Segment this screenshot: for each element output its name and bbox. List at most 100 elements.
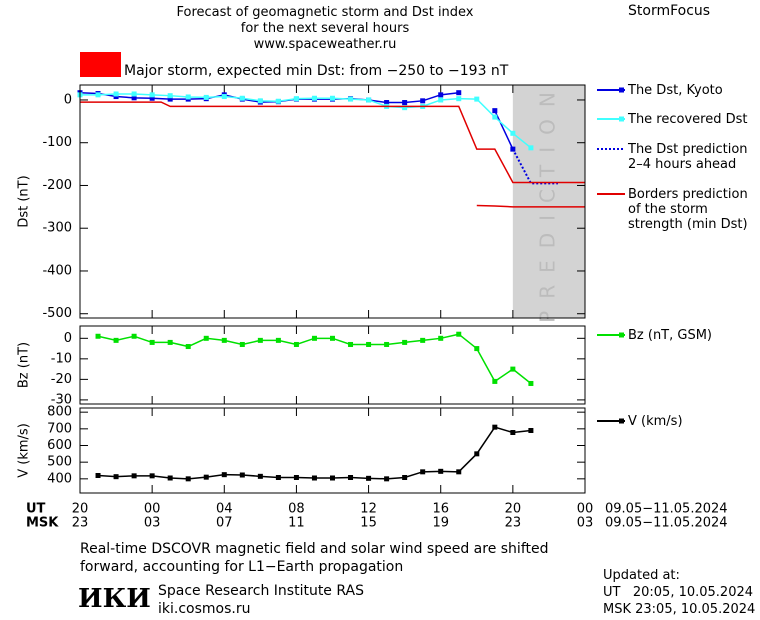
- marker: [239, 472, 245, 478]
- marker: [185, 94, 191, 100]
- x-tick-label-msk: 23: [505, 516, 522, 531]
- ut-range: 09.05−11.05.2024: [605, 502, 728, 517]
- legend-marker: [619, 87, 624, 93]
- marker: [330, 95, 335, 101]
- institute: Space Research Institute RAS: [158, 583, 364, 599]
- marker: [456, 331, 462, 337]
- y-axis-label: Bz (nT): [17, 342, 32, 388]
- x-tick-label: 20: [72, 502, 89, 517]
- alert: Major storm, expected min Dst: from −250…: [124, 63, 509, 79]
- marker: [311, 335, 317, 341]
- url: www.spaceweather.ru: [253, 37, 397, 52]
- ut-label: UT: [26, 502, 46, 517]
- updated-ut: UT 20:05, 10.05.2024: [603, 585, 754, 600]
- prediction-label: PREDICTION: [535, 80, 559, 323]
- marker: [510, 130, 516, 136]
- legend-label: Bz (nT, GSM): [628, 328, 713, 343]
- x-tick-label-msk: 11: [288, 516, 305, 531]
- title: Forecast of geomagnetic storm and Dst in…: [176, 5, 474, 20]
- plot-frame: [79, 407, 586, 494]
- marker: [384, 476, 390, 482]
- marker: [474, 451, 480, 457]
- series-line: [97, 333, 532, 385]
- marker: [492, 378, 498, 384]
- series-line: [511, 148, 558, 185]
- alert-box: [80, 52, 121, 77]
- marker: [438, 92, 444, 98]
- x-tick-label: 08: [288, 502, 305, 517]
- marker: [131, 95, 137, 101]
- plot-frame: [79, 84, 586, 319]
- marker: [366, 475, 372, 481]
- marker: [167, 339, 173, 345]
- marker: [185, 344, 191, 350]
- marker: [149, 473, 155, 479]
- marker: [203, 94, 209, 100]
- marker: [311, 95, 317, 101]
- marker: [131, 91, 137, 97]
- marker: [95, 333, 101, 339]
- logo: ИКИ: [78, 584, 151, 614]
- marker: [330, 475, 335, 481]
- series-line: [80, 101, 585, 208]
- brand: StormFocus: [628, 3, 711, 19]
- msk-label: MSK: [26, 516, 59, 531]
- marker: [438, 97, 444, 103]
- x-tick-label-msk: 19: [432, 516, 449, 531]
- marker: [456, 96, 462, 102]
- marker: [239, 95, 245, 101]
- x-tick-label: 12: [360, 502, 377, 517]
- marker: [474, 96, 480, 102]
- subtitle: for the next several hours: [240, 21, 410, 36]
- x-tick-label-msk: 15: [360, 516, 377, 531]
- legend-marker: [619, 116, 624, 122]
- marker: [275, 98, 281, 104]
- marker: [203, 335, 209, 341]
- marker: [293, 475, 299, 480]
- y-tick-label: -20: [51, 372, 72, 387]
- marker: [95, 473, 101, 478]
- y-tick-label: 0: [64, 331, 72, 346]
- marker: [456, 469, 462, 475]
- legend-label: V (km/s): [628, 414, 683, 429]
- marker: [528, 380, 534, 386]
- x-tick-label-msk: 03: [577, 516, 594, 531]
- marker: [131, 333, 137, 339]
- marker: [348, 475, 354, 480]
- x-tick-label: 20: [505, 502, 522, 517]
- marker: [384, 100, 390, 106]
- series-line: [80, 93, 532, 149]
- x-tick-label: 04: [216, 502, 233, 517]
- marker: [239, 341, 245, 347]
- marker: [384, 341, 390, 347]
- series-line: [79, 91, 514, 150]
- marker: [348, 96, 354, 102]
- x-tick-label: 00: [577, 502, 594, 517]
- y-tick-label: -500: [42, 306, 72, 321]
- marker: [149, 339, 155, 345]
- marker: [420, 337, 426, 343]
- marker: [293, 96, 299, 102]
- marker: [275, 475, 281, 480]
- marker: [420, 469, 426, 475]
- y-axis-label: Dst (nT): [17, 175, 32, 227]
- marker: [492, 114, 498, 120]
- marker: [402, 100, 408, 106]
- y-tick-label: -100: [42, 135, 72, 150]
- legend-marker: [619, 332, 624, 338]
- marker: [113, 94, 119, 100]
- marker: [113, 91, 119, 97]
- marker: [474, 346, 480, 352]
- series-line: [97, 426, 531, 480]
- site: iki.cosmos.ru: [158, 601, 251, 617]
- marker: [402, 339, 408, 345]
- marker: [366, 97, 372, 103]
- y-tick-label: -10: [51, 351, 72, 366]
- marker: [257, 337, 263, 343]
- y-tick-label: 0: [64, 92, 72, 107]
- marker: [203, 474, 209, 480]
- legend-marker: [619, 418, 624, 424]
- marker: [366, 341, 372, 347]
- prediction-zone: [512, 85, 585, 318]
